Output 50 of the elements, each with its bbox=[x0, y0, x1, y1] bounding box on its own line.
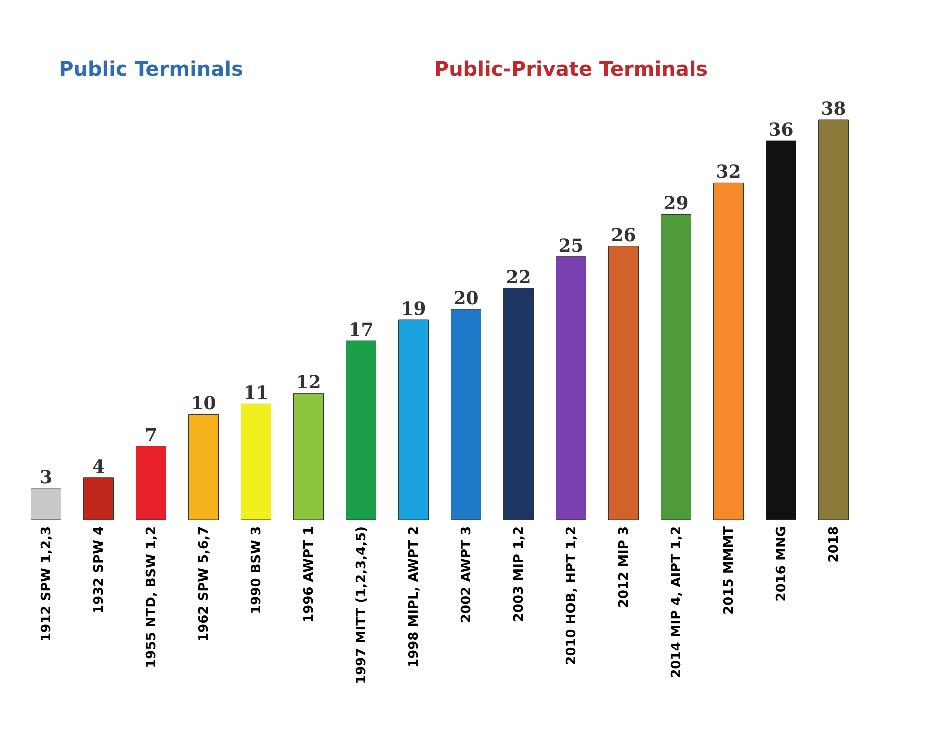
x-tick-label: 1990 BSW 3 bbox=[249, 526, 264, 614]
text: Public Terminals bbox=[59, 57, 244, 81]
bar bbox=[766, 140, 796, 520]
data-label: 4 bbox=[92, 456, 106, 478]
x-tick-label: 1912 SPW 1,2,3 bbox=[39, 526, 54, 642]
data-label: 3 bbox=[40, 467, 53, 488]
data-label: 38 bbox=[821, 99, 846, 120]
x-tick-label: 1932 SPW 4 bbox=[92, 526, 107, 614]
x-tick-label: 2010 HOB, HPT 1,2 bbox=[564, 526, 580, 666]
bar bbox=[818, 120, 849, 520]
x-tick-label: 2003 MIP 1,2 bbox=[512, 526, 527, 622]
x-tick-label: 2015 MMMT bbox=[722, 526, 737, 615]
data-label: 22 bbox=[506, 267, 532, 288]
bar bbox=[608, 246, 639, 520]
data-label: 26 bbox=[611, 225, 636, 246]
bar bbox=[31, 488, 62, 520]
bar bbox=[451, 309, 482, 520]
x-tick-label: 2002 AWPT 3 bbox=[459, 526, 474, 623]
data-label: 20 bbox=[454, 288, 479, 310]
x-tick-label: 2018 bbox=[826, 526, 842, 563]
data-label: 25 bbox=[558, 236, 584, 257]
data-label: 17 bbox=[348, 320, 374, 342]
bar bbox=[556, 256, 586, 520]
bar bbox=[294, 393, 324, 520]
data-label: 10 bbox=[191, 394, 216, 415]
data-label: 29 bbox=[664, 194, 689, 215]
text: Public-Private Terminals bbox=[434, 57, 708, 81]
data-label: 11 bbox=[244, 383, 269, 404]
data-label: 7 bbox=[144, 425, 158, 446]
bar bbox=[188, 414, 219, 520]
bar bbox=[504, 288, 534, 520]
data-label: 36 bbox=[768, 120, 794, 142]
bar bbox=[398, 320, 429, 520]
x-tick-label: 1996 AWPT 1 bbox=[302, 526, 317, 623]
x-tick-label: 2016 MNG bbox=[774, 526, 790, 602]
x-tick-label: 1998 MIPL, AWPT 2 bbox=[406, 526, 422, 668]
data-label: 19 bbox=[401, 299, 426, 320]
bar bbox=[136, 446, 166, 520]
x-tick-label: 1955 NTD, BSW 1,2 bbox=[144, 526, 160, 668]
bar bbox=[241, 404, 272, 520]
x-tick-label: 2012 MIP 3 bbox=[616, 526, 632, 608]
x-tick-label: 1997 MITT (1,2,3,4,5) bbox=[354, 526, 370, 684]
data-label: 12 bbox=[296, 372, 322, 394]
bar bbox=[714, 182, 744, 520]
x-tick-label: 1962 SPW 5,6,7 bbox=[196, 526, 212, 642]
x-tick-label: 2014 MIP 4, AIPT 1,2 bbox=[669, 526, 684, 678]
bar bbox=[84, 478, 114, 520]
bar bbox=[346, 340, 376, 520]
bar bbox=[661, 214, 692, 520]
data-label: 32 bbox=[716, 162, 742, 184]
